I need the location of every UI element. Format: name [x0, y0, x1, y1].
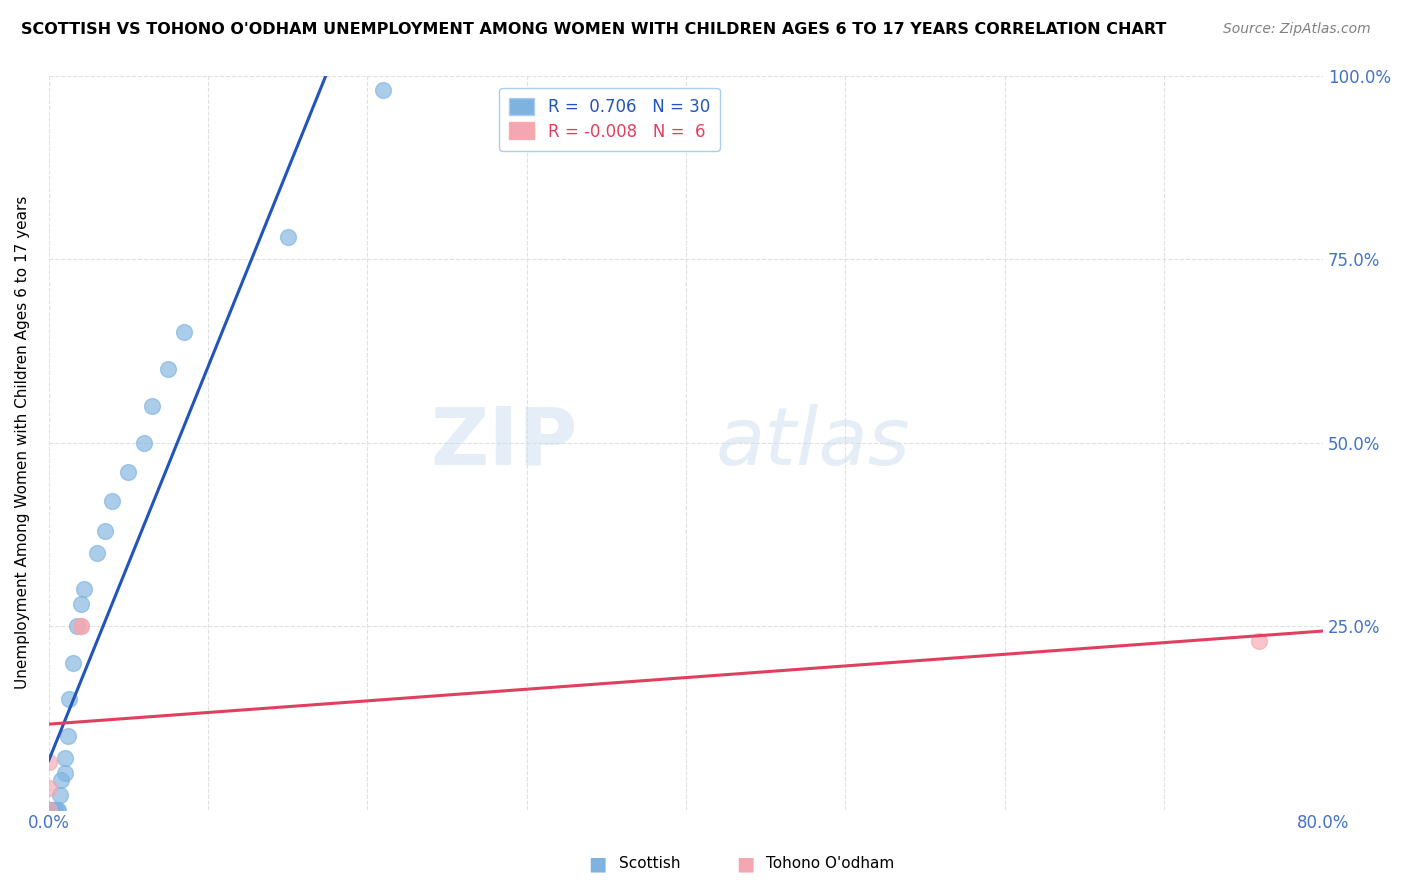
Text: SCOTTISH VS TOHONO O'ODHAM UNEMPLOYMENT AMONG WOMEN WITH CHILDREN AGES 6 TO 17 Y: SCOTTISH VS TOHONO O'ODHAM UNEMPLOYMENT …: [21, 22, 1167, 37]
Point: [62, 656, 84, 670]
Point: [38, 803, 60, 817]
Text: Scottish: Scottish: [619, 856, 681, 871]
Point: [86, 546, 108, 560]
Point: [93, 524, 115, 538]
Point: [45, 803, 67, 817]
Legend: R =  0.706   N = 30, R = -0.008   N =  6: R = 0.706 N = 30, R = -0.008 N = 6: [499, 87, 720, 151]
Point: [117, 465, 139, 479]
Point: [69, 597, 91, 611]
Point: [69, 619, 91, 633]
Point: [38, 780, 60, 795]
Text: Source: ZipAtlas.com: Source: ZipAtlas.com: [1223, 22, 1371, 37]
Point: [101, 494, 124, 508]
Point: [58, 692, 80, 706]
Point: [1249, 633, 1271, 648]
Text: atlas: atlas: [716, 403, 911, 482]
Point: [373, 83, 395, 97]
Point: [173, 326, 195, 340]
Point: [38, 803, 60, 817]
Point: [42, 803, 65, 817]
Point: [51, 773, 73, 788]
Point: [46, 803, 69, 817]
Point: [49, 788, 72, 802]
Point: [38, 755, 60, 769]
Text: ■: ■: [735, 854, 755, 873]
Point: [277, 230, 299, 244]
Text: ■: ■: [588, 854, 607, 873]
Point: [38, 803, 60, 817]
Point: [41, 803, 63, 817]
Text: ZIP: ZIP: [430, 403, 578, 482]
Point: [66, 619, 89, 633]
Point: [38, 803, 60, 817]
Y-axis label: Unemployment Among Women with Children Ages 6 to 17 years: Unemployment Among Women with Children A…: [15, 196, 30, 690]
Point: [38, 803, 60, 817]
Text: Tohono O'odham: Tohono O'odham: [766, 856, 894, 871]
Point: [141, 399, 163, 413]
Point: [44, 803, 66, 817]
Point: [134, 435, 156, 450]
Point: [56, 729, 79, 743]
Point: [53, 751, 76, 765]
Point: [73, 582, 96, 597]
Point: [69, 619, 91, 633]
Point: [157, 362, 180, 376]
Point: [38, 803, 60, 817]
Point: [53, 765, 76, 780]
